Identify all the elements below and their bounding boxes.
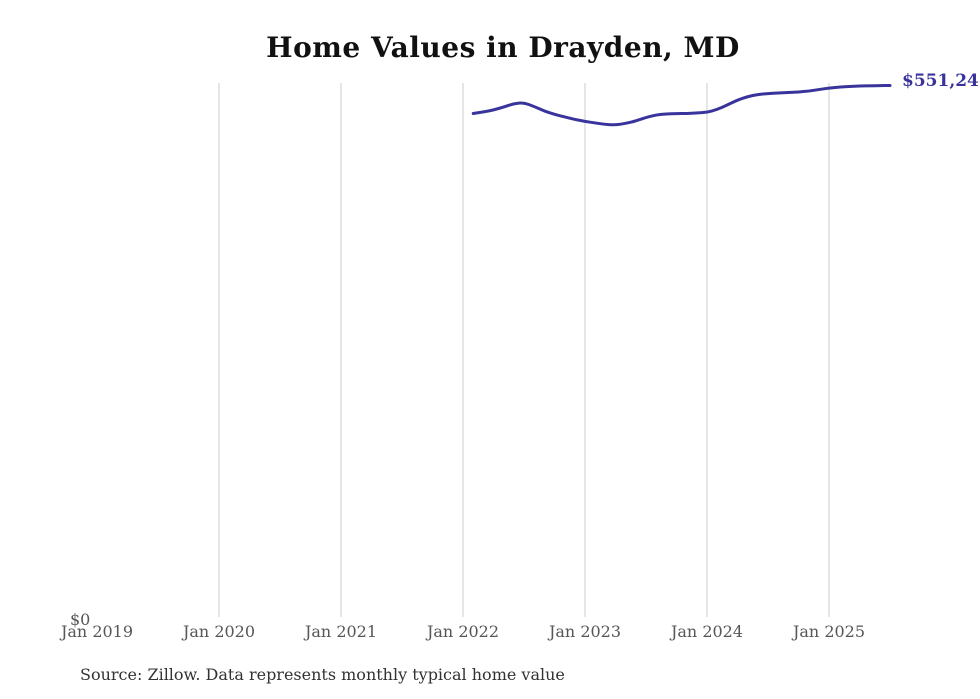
x-axis-tick-label: Jan 2024: [670, 622, 744, 641]
x-axis-tick-label: Jan 2019: [60, 622, 134, 641]
source-note: Source: Zillow. Data represents monthly …: [80, 665, 565, 684]
chart-title: Home Values in Drayden, MD: [266, 31, 740, 64]
y-axis-zero-label: $0: [70, 610, 91, 629]
x-axis-tick-label: Jan 2025: [792, 622, 866, 641]
x-axis-tick-label: Jan 2021: [304, 622, 378, 641]
series-end-value-label: $551,247: [902, 71, 980, 91]
home-value-line: [471, 84, 892, 127]
x-axis-tick-label: Jan 2020: [182, 622, 256, 641]
x-axis-tick-label: Jan 2022: [426, 622, 500, 641]
x-axis-tick-label: Jan 2023: [548, 622, 622, 641]
